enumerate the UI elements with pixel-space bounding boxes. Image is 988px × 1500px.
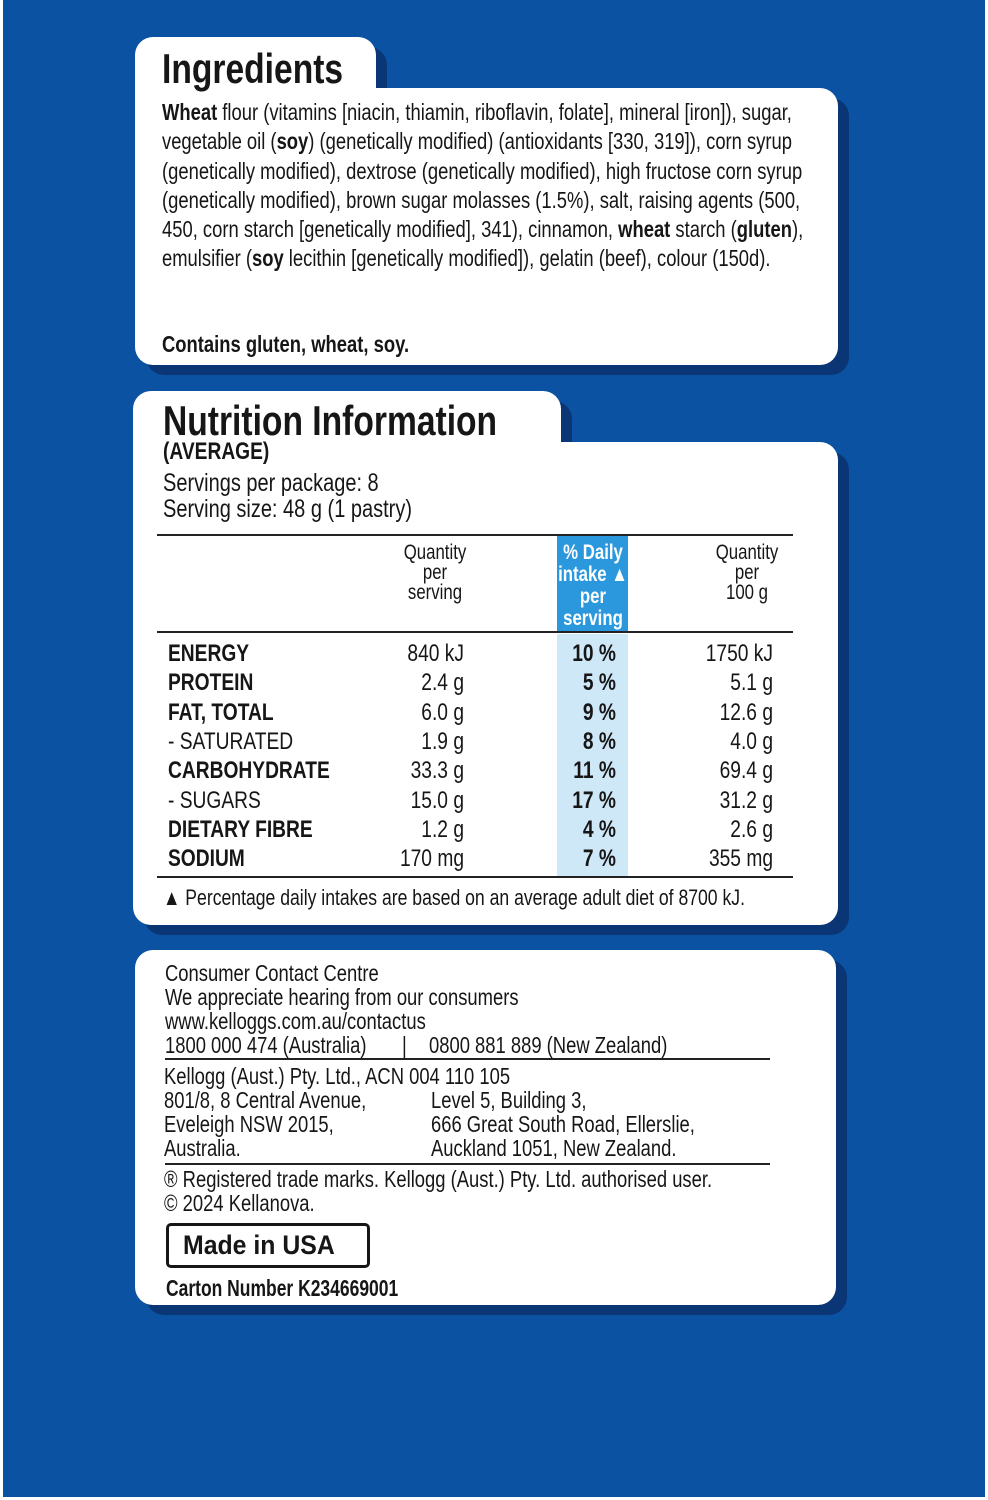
row-per-100g: 31.2 g: [719, 786, 773, 814]
row-daily-intake: 5 %: [582, 669, 616, 697]
servings-per-package: Servings per package: 8: [163, 469, 379, 497]
row-label: DIETARY FIBRE: [168, 815, 313, 843]
row-per-100g: 69.4 g: [719, 757, 773, 785]
row-label: - SATURATED: [168, 727, 294, 755]
ingredient-text-segment: starch (: [670, 216, 737, 243]
ingredient-text-segment: wheat: [618, 216, 671, 243]
address-nz-line: Level 5, Building 3,: [431, 1087, 587, 1113]
row-per-serving: 2.4 g: [421, 669, 464, 697]
nutrition-title: Nutrition Information: [163, 397, 498, 444]
trademark-notice: ® Registered trade marks. Kellogg (Aust.…: [164, 1166, 713, 1192]
row-daily-intake: 10 %: [572, 640, 616, 667]
row-per-serving: 6.0 g: [421, 698, 464, 726]
header-per-100g: 100 g: [725, 581, 769, 604]
row-per-100g: 4.0 g: [730, 727, 773, 755]
row-per-100g: 2.6 g: [730, 815, 773, 843]
header-daily-intake: per: [579, 585, 607, 608]
address-nz-line: Auckland 1051, New Zealand.: [431, 1135, 677, 1161]
row-per-serving: 840 kJ: [407, 640, 464, 667]
row-label: - SUGARS: [168, 786, 261, 814]
row-daily-intake: 8 %: [582, 727, 616, 755]
ingredient-text-segment: ) (genetically modified) (antioxidants […: [162, 128, 803, 243]
header-per-100g: per: [734, 561, 760, 584]
carton-number: Carton Number K234669001: [166, 1275, 399, 1301]
ingredient-text-segment: ), emulsifier (: [162, 216, 804, 272]
header-per-serving: serving: [407, 581, 463, 604]
row-per-serving: 33.3 g: [410, 757, 464, 785]
row-per-100g: 5.1 g: [730, 669, 773, 697]
header-per-100g: Quantity: [715, 541, 779, 564]
row-label: SODIUM: [168, 845, 245, 873]
header-daily-intake: serving: [563, 607, 623, 630]
row-per-serving: 1.9 g: [421, 727, 464, 755]
row-per-serving: 15.0 g: [410, 786, 464, 814]
row-per-100g: 355 mg: [708, 845, 773, 873]
allergen-statement: Contains gluten, wheat, soy.: [162, 331, 410, 357]
ingredient-text-segment: lecithin [genetically modified]), gelati…: [283, 245, 771, 272]
ingredients-text: Wheat flour (vitamins [niacin, thiamin, …: [162, 98, 834, 274]
ingredients-title: Ingredients: [162, 45, 344, 92]
address-au-line: Australia.: [164, 1135, 241, 1161]
footnote: ▲ Percentage daily intakes are based on …: [163, 885, 745, 910]
copyright: © 2024 Kellanova.: [164, 1190, 315, 1216]
row-label: FAT, TOTAL: [168, 698, 274, 726]
ingredient-text-segment: gluten: [736, 216, 792, 243]
header-daily-intake: % Daily: [563, 541, 623, 564]
phone-australia: 1800 000 474 (Australia): [165, 1032, 367, 1058]
row-label: CARBOHYDRATE: [168, 757, 330, 785]
nutrition-subtitle: (AVERAGE): [163, 438, 270, 465]
address-au-line: 801/8, 8 Central Avenue,: [164, 1087, 367, 1113]
phone-new-zealand: 0800 881 889 (New Zealand): [429, 1032, 668, 1058]
ingredient-text-segment: Wheat: [162, 99, 218, 125]
made-in-label: Made in USA: [183, 1230, 335, 1260]
header-per-serving: Quantity: [403, 541, 467, 564]
row-daily-intake: 7 %: [582, 845, 616, 873]
address-nz-line: 666 Great South Road, Ellerslie,: [431, 1111, 695, 1137]
row-daily-intake: 9 %: [582, 698, 616, 726]
row-per-serving: 170 mg: [399, 845, 464, 873]
row-daily-intake: 4 %: [582, 815, 616, 843]
row-daily-intake: 11 %: [573, 757, 616, 785]
row-per-100g: 1750 kJ: [705, 640, 773, 667]
daily-intake-header-bg: [557, 536, 628, 632]
contact-tagline: We appreciate hearing from our consumers: [165, 984, 519, 1010]
phone-separator: |: [402, 1032, 407, 1058]
company-name: Kellogg (Aust.) Pty. Ltd., ACN 004 110 1…: [164, 1063, 511, 1089]
address-au-line: Eveleigh NSW 2015,: [164, 1111, 334, 1137]
made-in-usa-box: [166, 1223, 370, 1268]
row-per-100g: 12.6 g: [719, 698, 773, 726]
ingredient-text-segment: flour (vitamins [niacin, thiamin, ribofl…: [162, 99, 792, 155]
contact-url[interactable]: www.kelloggs.com.au/contactus: [165, 1008, 426, 1034]
row-daily-intake: 17 %: [572, 786, 616, 814]
row-label: PROTEIN: [168, 669, 254, 697]
serving-size: Serving size: 48 g (1 pastry): [163, 495, 412, 523]
header-per-serving: per: [422, 561, 448, 584]
header-daily-intake: intake ▲: [558, 563, 628, 586]
ingredient-text-segment: soy: [251, 245, 284, 272]
row-per-serving: 1.2 g: [421, 815, 464, 843]
daily-intake-column-bg: [557, 634, 628, 877]
row-label: ENERGY: [168, 640, 250, 667]
ingredient-text-segment: soy: [276, 128, 309, 155]
contact-heading: Consumer Contact Centre: [165, 960, 379, 986]
